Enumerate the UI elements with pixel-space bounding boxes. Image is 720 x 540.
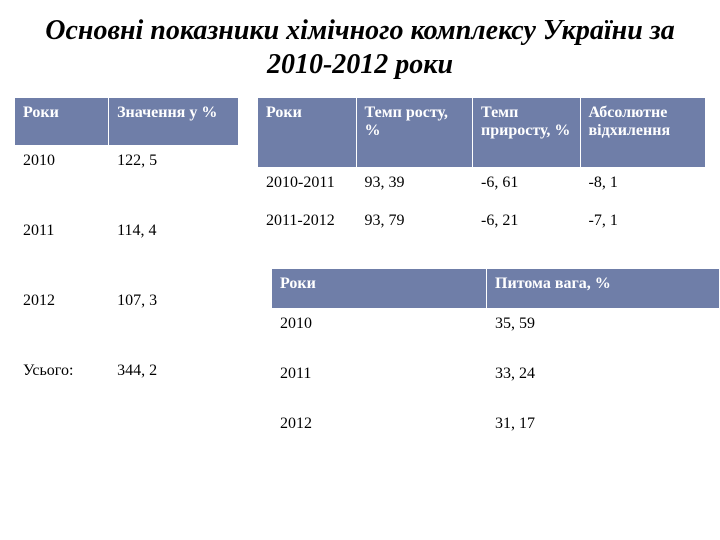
col-header: Роки xyxy=(258,98,357,168)
cell: Усього: xyxy=(15,356,109,426)
cell: 2010 xyxy=(15,146,109,216)
col-header: Роки xyxy=(272,269,487,309)
cell: 122, 5 xyxy=(109,146,239,216)
cell: -6, 21 xyxy=(473,206,581,244)
table-row: 2012 31, 17 xyxy=(272,409,720,459)
table-share: Роки Питома вага, % 2010 35, 59 2011 33,… xyxy=(271,268,720,459)
right-column: Роки Темп росту, % Темп приросту, % Абсо… xyxy=(257,97,706,459)
cell: 93, 79 xyxy=(356,206,472,244)
table-row: 2010-2011 93, 39 -6, 61 -8, 1 xyxy=(258,168,706,206)
table-row: 2010 122, 5 xyxy=(15,146,239,216)
table-values: Роки Значення у % 2010 122, 5 2011 114, … xyxy=(14,97,239,426)
table-header-row: Роки Питома вага, % xyxy=(272,269,720,309)
col-header: Роки xyxy=(15,98,109,146)
content-area: Роки Значення у % 2010 122, 5 2011 114, … xyxy=(0,97,720,459)
col-header: Абсолютне відхилення xyxy=(580,98,705,168)
cell: -8, 1 xyxy=(580,168,705,206)
cell: 2011-2012 xyxy=(258,206,357,244)
table-row: 2012 107, 3 xyxy=(15,286,239,356)
cell: 33, 24 xyxy=(487,359,720,409)
table-row: 2011 114, 4 xyxy=(15,216,239,286)
table-row: Усього: 344, 2 xyxy=(15,356,239,426)
page-title: Основні показники хімічного комплексу Ук… xyxy=(0,0,720,97)
col-header: Значення у % xyxy=(109,98,239,146)
cell: 2012 xyxy=(15,286,109,356)
col-header: Питома вага, % xyxy=(487,269,720,309)
table-growth: Роки Темп росту, % Темп приросту, % Абсо… xyxy=(257,97,706,244)
left-column: Роки Значення у % 2010 122, 5 2011 114, … xyxy=(14,97,239,459)
cell: 114, 4 xyxy=(109,216,239,286)
cell: 93, 39 xyxy=(356,168,472,206)
cell: -7, 1 xyxy=(580,206,705,244)
cell: 35, 59 xyxy=(487,309,720,359)
col-header: Темп росту, % xyxy=(356,98,472,168)
cell: -6, 61 xyxy=(473,168,581,206)
cell: 2012 xyxy=(272,409,487,459)
table-row: 2010 35, 59 xyxy=(272,309,720,359)
cell: 2011 xyxy=(272,359,487,409)
table-row: 2011 33, 24 xyxy=(272,359,720,409)
table-row: 2011-2012 93, 79 -6, 21 -7, 1 xyxy=(258,206,706,244)
cell: 107, 3 xyxy=(109,286,239,356)
cell: 2010-2011 xyxy=(258,168,357,206)
col-header: Темп приросту, % xyxy=(473,98,581,168)
cell: 2011 xyxy=(15,216,109,286)
cell: 2010 xyxy=(272,309,487,359)
table-header-row: Роки Темп росту, % Темп приросту, % Абсо… xyxy=(258,98,706,168)
table-header-row: Роки Значення у % xyxy=(15,98,239,146)
cell: 31, 17 xyxy=(487,409,720,459)
cell: 344, 2 xyxy=(109,356,239,426)
